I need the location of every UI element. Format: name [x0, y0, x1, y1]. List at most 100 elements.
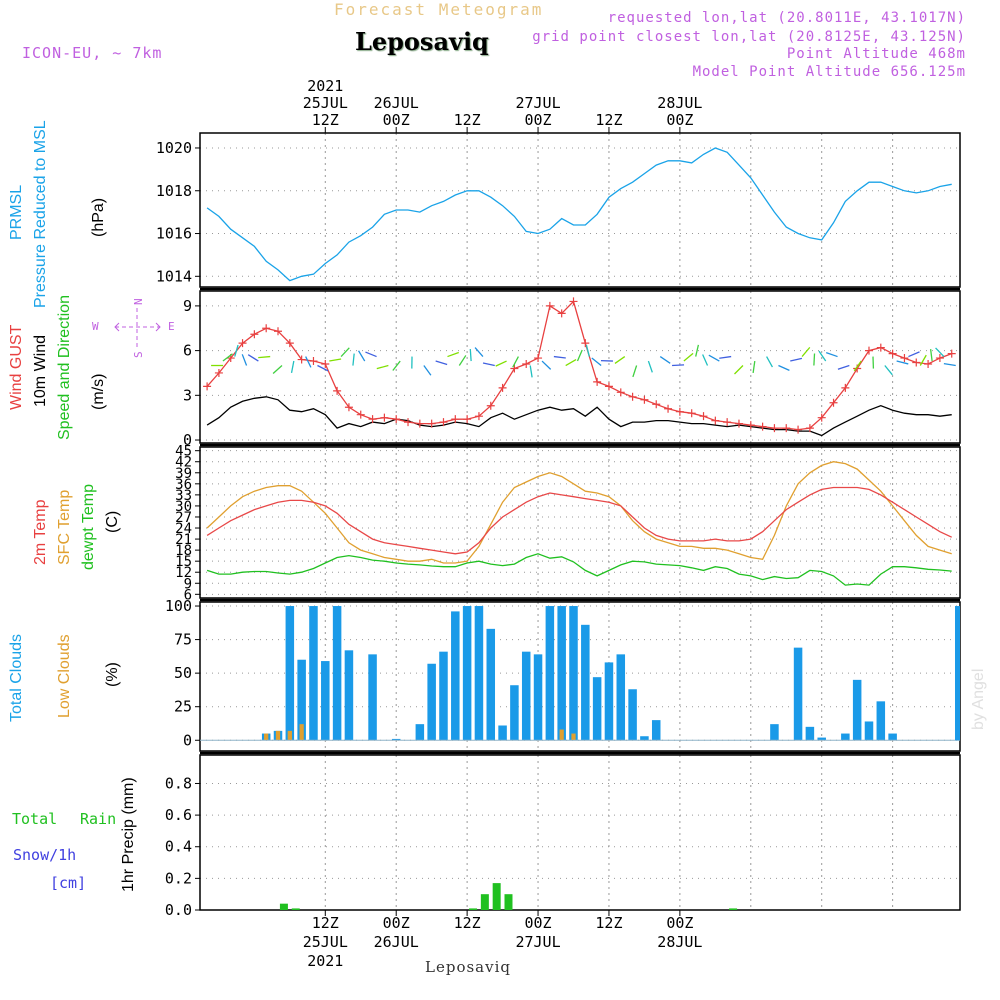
gust-marker [557, 309, 566, 318]
gust-marker [935, 354, 944, 363]
y-tick-label: 1020 [156, 139, 192, 157]
wind-direction-arrow [365, 351, 377, 358]
gust-marker [534, 354, 543, 363]
total-cloud-bar [581, 624, 590, 741]
gust-marker [333, 386, 342, 395]
y-tick-label: 15 [175, 554, 192, 570]
snow-label: Snow/1h [13, 846, 77, 864]
total-cloud-bar [451, 611, 460, 741]
wind-direction-arrow [541, 360, 552, 370]
wind-direction-arrow [585, 344, 590, 357]
wind-direction-arrow [935, 347, 945, 358]
total-cloud-bar [888, 733, 897, 741]
y-tick-label: 30 [175, 499, 192, 515]
panel-frame [199, 132, 961, 288]
bottom-axis-year: 2021 [307, 952, 343, 970]
gust-marker [238, 339, 247, 348]
total-cloud-bar [309, 606, 318, 741]
y-tick-label: 25 [174, 698, 192, 716]
gust-marker [675, 407, 684, 416]
y-tick-label: 100 [165, 597, 192, 615]
y-tick-label: 24 [175, 521, 192, 537]
top-axis-hour: 12Z [595, 111, 622, 129]
wind-direction-arrow [529, 365, 533, 378]
gust-marker [581, 339, 590, 348]
wind-direction-arrow [908, 351, 920, 358]
y-tick-label: 0 [183, 431, 192, 449]
gust-marker [593, 377, 602, 386]
wind-direction-arrow [790, 357, 803, 362]
total-cloud-bar [876, 701, 886, 741]
low-cloud-bar [275, 730, 281, 741]
gust-marker [309, 357, 318, 366]
total-cloud-bar [368, 654, 377, 741]
compass-west: W [92, 320, 99, 333]
top-axis-hour: 00Z [383, 111, 410, 129]
wind-line [206, 396, 952, 437]
gust-marker [817, 413, 826, 422]
wind-direction-arrow [734, 365, 744, 375]
gust-marker [699, 412, 708, 421]
gust-marker [616, 388, 625, 397]
pressure-line [206, 147, 952, 282]
wind-direction-arrow [458, 355, 467, 366]
wind-direction-arrow [825, 352, 838, 358]
wind-direction-arrow [884, 365, 893, 376]
total-cloud-bar [427, 663, 436, 741]
total-cloud-bar [297, 659, 306, 741]
temp-2m-line [206, 486, 952, 555]
wind-direction-arrow [708, 354, 720, 362]
wind-direction-arrow [272, 365, 283, 375]
gust-marker [451, 415, 460, 424]
wind-direction-arrow [576, 349, 583, 362]
gust-marker [628, 392, 637, 401]
rain-bar [729, 908, 738, 910]
total-cloud-bar [344, 650, 354, 741]
bottom-axis-day: 27JUL [515, 933, 560, 951]
gust-marker [415, 419, 424, 428]
bottom-axis-hour: 00Z [383, 914, 410, 932]
gust-marker [912, 358, 921, 367]
y-tick-label: 75 [174, 631, 192, 649]
gust-marker [297, 355, 306, 364]
wind-direction-arrow [376, 364, 389, 370]
total-cloud-bar [793, 647, 803, 741]
gust-line [206, 300, 952, 431]
gust-marker [924, 360, 933, 369]
gust-marker [864, 346, 873, 355]
gust-marker [522, 360, 531, 369]
wind-direction-arrow [474, 347, 484, 357]
total-cloud-bar [391, 738, 401, 741]
wind-direction-arrow [222, 353, 233, 362]
top-axis-hour: 12Z [454, 111, 481, 129]
wind-direction-arrow [683, 352, 694, 362]
total-cloud-bar [592, 677, 602, 741]
compass-lines [114, 308, 161, 348]
top-axis-year: 2021 [307, 77, 343, 95]
low-cloud-bar [264, 733, 269, 741]
gust-marker [782, 424, 791, 433]
top-axis-day: 27JUL [515, 94, 560, 112]
wind-direction-arrow [778, 364, 790, 371]
footer-place: Leposaviq [425, 958, 511, 976]
gust-marker [876, 343, 885, 352]
top-axis-hour: 00Z [524, 111, 551, 129]
low-cloud-bar [287, 730, 292, 741]
wind-direction-arrow [647, 360, 653, 373]
y-tick-label: 0.4 [165, 838, 192, 856]
total-cloud-bar [545, 606, 555, 741]
wind-direction-arrow [482, 362, 495, 367]
total-cloud-bar [321, 661, 330, 741]
snow-unit-label: [cm] [50, 874, 87, 892]
panel-1: 0 3 6 9 [183, 290, 961, 449]
y-tick-label: 39 [175, 466, 192, 482]
y-tick-label: 21 [175, 532, 192, 548]
total-cloud-bar [285, 606, 295, 741]
gust-marker [640, 395, 649, 404]
wind-direction-arrow [258, 355, 271, 359]
model-name: ICON-EU, ~ 7km [22, 44, 163, 62]
y-tick-label: 42 [175, 455, 192, 471]
gust-marker [321, 360, 330, 369]
total-cloud-bar [498, 725, 507, 741]
total-cloud-bar [616, 654, 626, 741]
